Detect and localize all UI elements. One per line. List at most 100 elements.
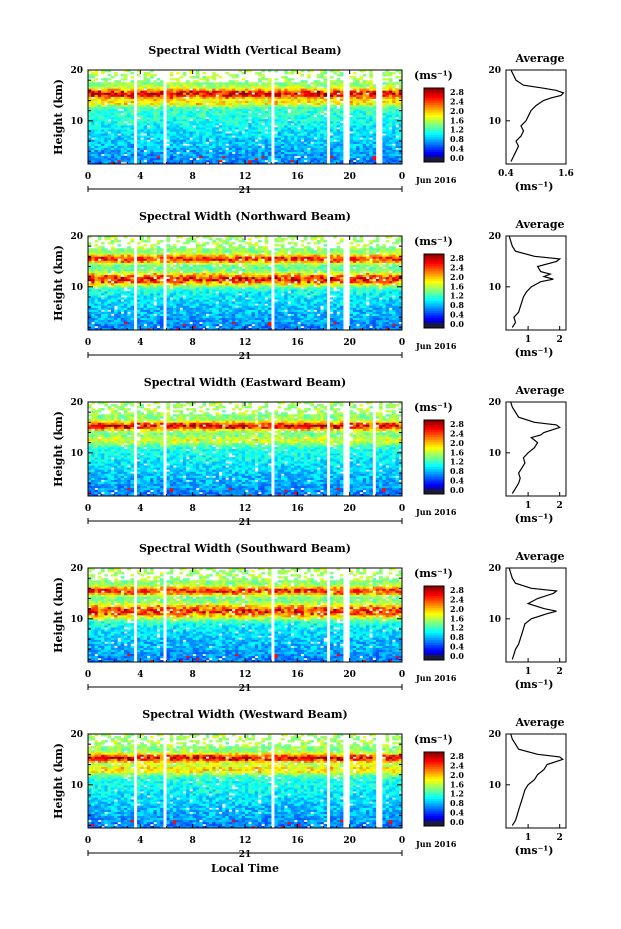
colorbar-segment bbox=[424, 769, 444, 772]
average-profile-line bbox=[511, 734, 563, 826]
colorbar-segment bbox=[424, 266, 444, 269]
y-tick-label: 10 bbox=[70, 615, 83, 625]
colorbar-segment bbox=[424, 271, 444, 274]
x-tick-label: 0 bbox=[399, 670, 405, 680]
colorbar-segment bbox=[424, 264, 444, 267]
colorbar-segment bbox=[424, 130, 444, 133]
colorbar-segment bbox=[424, 132, 444, 135]
x-tick-label: 8 bbox=[190, 172, 196, 182]
colorbar-segment bbox=[424, 447, 444, 450]
x-tick-label: 0 bbox=[85, 836, 91, 846]
average-x-tick-label: 2 bbox=[557, 833, 563, 843]
x-tick-label: 8 bbox=[190, 504, 196, 514]
average-x-tick-label: 2 bbox=[557, 667, 563, 677]
colorbar-segment bbox=[424, 774, 444, 777]
colorbar-segment bbox=[424, 118, 444, 121]
colorbar-segment bbox=[424, 464, 444, 467]
panel-title: Spectral Width (Southward Beam) bbox=[139, 542, 351, 555]
colorbar-segment bbox=[424, 779, 444, 782]
month-label: Jun 2016 bbox=[415, 839, 457, 849]
colorbar-segment bbox=[424, 606, 444, 609]
panel-title: Spectral Width (Northward Beam) bbox=[139, 210, 351, 223]
colorbar-segment bbox=[424, 95, 444, 98]
colorbar-segment bbox=[424, 120, 444, 123]
colorbar-segment bbox=[424, 799, 444, 802]
x-tick-label: 0 bbox=[399, 504, 405, 514]
colorbar-segment bbox=[424, 814, 444, 817]
y-axis-label: Height (km) bbox=[52, 79, 65, 155]
colorbar-segment bbox=[424, 100, 444, 103]
colorbar-segment bbox=[424, 816, 444, 819]
colorbar-segment bbox=[424, 789, 444, 792]
colorbar-segment bbox=[424, 452, 444, 455]
colorbar-segment bbox=[424, 767, 444, 770]
colorbar-segment bbox=[424, 623, 444, 626]
colorbar-segment bbox=[424, 477, 444, 480]
colorbar-segment bbox=[424, 284, 444, 287]
colorbar-segment bbox=[424, 472, 444, 475]
colorbar-segment bbox=[424, 784, 444, 787]
colorbar: (ms⁻¹)2.82.42.01.61.20.80.40.0 bbox=[414, 567, 464, 661]
colorbar-tick-label: 0.0 bbox=[450, 651, 464, 661]
month-label: Jun 2016 bbox=[415, 341, 457, 351]
colorbar-segment bbox=[424, 794, 444, 797]
colorbar-unit-label: (ms⁻¹) bbox=[414, 733, 453, 746]
colorbar-segment bbox=[424, 450, 444, 453]
colorbar-segment bbox=[424, 809, 444, 812]
heatmap bbox=[88, 70, 402, 164]
colorbar-segment bbox=[424, 303, 444, 306]
colorbar-segment bbox=[424, 764, 444, 767]
colorbar-segment bbox=[424, 777, 444, 780]
x-tick-label: 16 bbox=[291, 338, 304, 348]
x-tick-label: 20 bbox=[343, 172, 356, 182]
average-profile-line bbox=[509, 236, 560, 328]
colorbar-under bbox=[424, 489, 444, 494]
average-y-tick-label: 20 bbox=[488, 232, 501, 242]
average-y-tick-label: 20 bbox=[488, 730, 501, 740]
y-tick-label: 20 bbox=[70, 66, 83, 76]
colorbar-segment bbox=[424, 308, 444, 311]
average-frame bbox=[506, 734, 566, 828]
y-tick-label: 20 bbox=[70, 564, 83, 574]
colorbar: (ms⁻¹)2.82.42.01.61.20.80.40.0 bbox=[414, 401, 464, 495]
colorbar-segment bbox=[424, 113, 444, 116]
x-tick-label: 20 bbox=[343, 670, 356, 680]
colorbar-segment bbox=[424, 643, 444, 646]
colorbar-segment bbox=[424, 90, 444, 93]
colorbar-segment bbox=[424, 147, 444, 150]
x-tick-label: 12 bbox=[239, 670, 252, 680]
x-tick-label: 0 bbox=[85, 504, 91, 514]
colorbar-segment bbox=[424, 455, 444, 458]
colorbar-segment bbox=[424, 427, 444, 430]
colorbar-segment bbox=[424, 137, 444, 140]
x-tick-label: 16 bbox=[291, 172, 304, 182]
average-y-tick-label: 10 bbox=[488, 781, 501, 791]
colorbar-segment bbox=[424, 467, 444, 470]
colorbar-segment bbox=[424, 650, 444, 653]
x-tick-label: 0 bbox=[399, 836, 405, 846]
colorbar-segment bbox=[424, 440, 444, 443]
y-tick-label: 10 bbox=[70, 117, 83, 127]
average-x-tick-label: 2 bbox=[557, 335, 563, 345]
colorbar-segment bbox=[424, 469, 444, 472]
colorbar-segment bbox=[424, 152, 444, 155]
colorbar-segment bbox=[424, 430, 444, 433]
colorbar-unit-label: (ms⁻¹) bbox=[414, 69, 453, 82]
month-label: Jun 2016 bbox=[415, 507, 457, 517]
x-tick-label: 12 bbox=[239, 504, 252, 514]
average-x-tick-label: 1 bbox=[525, 335, 531, 345]
colorbar-tick-label: 0.0 bbox=[450, 319, 464, 329]
y-tick-label: 20 bbox=[70, 232, 83, 242]
average-y-tick-label: 10 bbox=[488, 449, 501, 459]
panel-title: Spectral Width (Eastward Beam) bbox=[144, 376, 346, 389]
x-tick-label: 4 bbox=[137, 504, 143, 514]
colorbar-segment bbox=[424, 286, 444, 289]
colorbar-segment bbox=[424, 801, 444, 804]
colorbar: (ms⁻¹)2.82.42.01.61.20.80.40.0 bbox=[414, 733, 464, 827]
colorbar-segment bbox=[424, 633, 444, 636]
colorbar-segment bbox=[424, 603, 444, 606]
date-label: 21 bbox=[239, 518, 252, 528]
